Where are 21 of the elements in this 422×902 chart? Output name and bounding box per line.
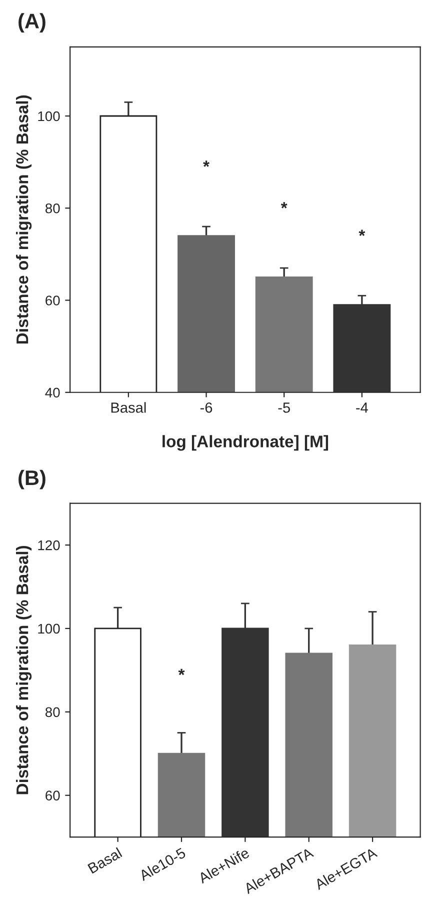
annotation: * bbox=[178, 668, 185, 676]
x-axis-title: log [Alendronate] [M] bbox=[162, 435, 328, 451]
y-tick-label: 40 bbox=[45, 388, 60, 398]
chart-title: (A) bbox=[18, 13, 46, 33]
y-tick-label: 80 bbox=[45, 707, 60, 718]
x-tick-label: Basal bbox=[111, 402, 146, 413]
annotation: * bbox=[203, 160, 210, 167]
x-tick-label: -4 bbox=[356, 402, 368, 413]
x-tick-label: -6 bbox=[200, 402, 212, 413]
y-tick-label: 60 bbox=[46, 790, 60, 801]
y-tick-label: 120 bbox=[38, 540, 60, 550]
y-tick-label: 80 bbox=[45, 203, 60, 214]
annotation: * bbox=[358, 230, 366, 236]
y-axis-title: Distance of migration (% Basal) bbox=[16, 546, 32, 794]
x-tick-label: -5 bbox=[278, 402, 290, 413]
annotation: * bbox=[280, 202, 288, 208]
y-tick-label: 100 bbox=[38, 111, 60, 122]
y-tick-label: 100 bbox=[38, 624, 60, 634]
chart-title: (B) bbox=[18, 470, 46, 490]
y-tick-label: 60 bbox=[46, 296, 60, 306]
y-axis-title: Distance of migration (% Basal) bbox=[16, 95, 32, 344]
